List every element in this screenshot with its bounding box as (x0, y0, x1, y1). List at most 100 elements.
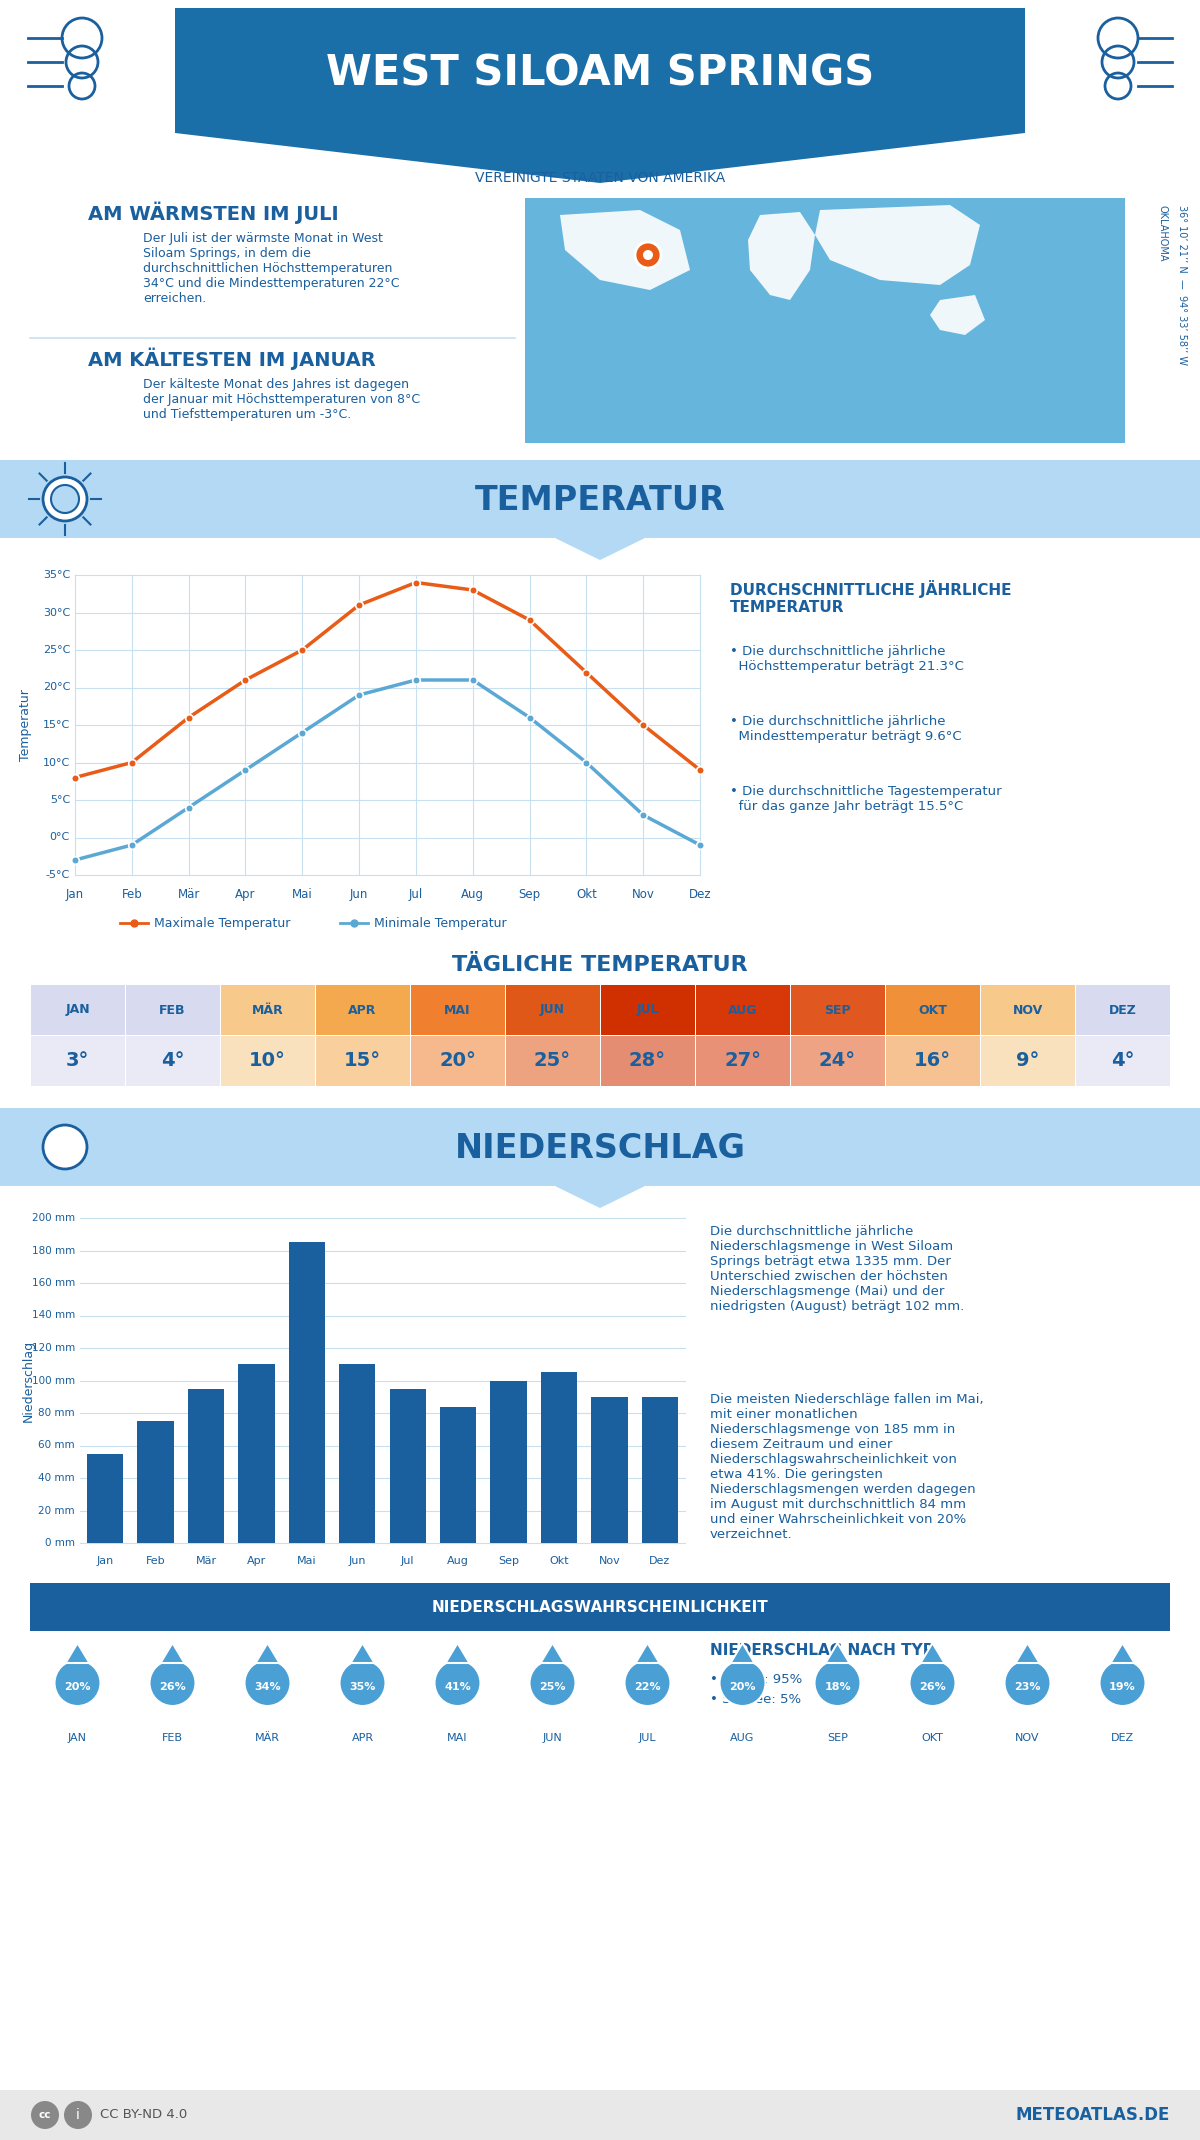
Polygon shape (554, 1186, 646, 1207)
Bar (126, 1036, 220, 1085)
Text: 4°: 4° (161, 1051, 185, 1070)
Text: Temperatur: Temperatur (18, 689, 31, 762)
Bar (340, 1365, 376, 1543)
Bar (0, 1109, 1200, 1186)
Text: 10°C: 10°C (43, 758, 70, 768)
Polygon shape (256, 1644, 280, 1663)
Text: Der kälteste Monat des Jahres ist dagegen
der Januar mit Höchsttemperaturen von : Der kälteste Monat des Jahres ist dagege… (143, 379, 420, 422)
Polygon shape (554, 537, 646, 561)
Text: 15°C: 15°C (43, 719, 70, 730)
Text: Niederschlag: Niederschlag (22, 1340, 35, 1421)
Circle shape (50, 486, 79, 514)
Text: TEMPERATUR: TEMPERATUR (475, 484, 725, 518)
Text: 9°: 9° (1016, 1051, 1039, 1070)
Text: 35°C: 35°C (43, 569, 70, 580)
Bar (316, 1036, 409, 1085)
Polygon shape (560, 210, 690, 291)
Polygon shape (920, 1644, 944, 1663)
Polygon shape (930, 295, 985, 336)
Bar (886, 1036, 979, 1085)
Text: METEOATLAS.DE: METEOATLAS.DE (1015, 2106, 1170, 2125)
Text: Apr: Apr (235, 888, 256, 901)
Bar (791, 984, 884, 1036)
Text: DEZ: DEZ (1111, 1733, 1134, 1742)
Text: 26%: 26% (919, 1682, 946, 1693)
Text: 15°: 15° (344, 1051, 382, 1070)
Text: 60 mm: 60 mm (38, 1440, 74, 1451)
Bar (491, 1380, 527, 1543)
Text: AUG: AUG (731, 1733, 755, 1742)
Text: 25%: 25% (539, 1682, 565, 1693)
Text: NOV: NOV (1013, 1004, 1043, 1016)
Bar (1075, 1036, 1170, 1085)
Circle shape (150, 1661, 196, 1706)
Text: OKLAHOMA: OKLAHOMA (1158, 205, 1168, 261)
Text: • Die durchschnittliche jährliche
  Mindesttemperatur beträgt 9.6°C: • Die durchschnittliche jährliche Mindes… (730, 715, 961, 743)
Bar (221, 984, 314, 1036)
Bar (440, 1406, 476, 1543)
Text: SEP: SEP (824, 1004, 851, 1016)
Bar (30, 984, 125, 1036)
Text: JUL: JUL (636, 1004, 659, 1016)
Text: 22%: 22% (634, 1682, 661, 1693)
Bar (239, 1365, 275, 1543)
Circle shape (64, 2101, 92, 2129)
Text: NIEDERSCHLAG: NIEDERSCHLAG (455, 1132, 745, 1166)
Circle shape (635, 242, 661, 268)
Text: JUN: JUN (542, 1733, 563, 1742)
Text: 16°: 16° (914, 1051, 952, 1070)
Text: MÄR: MÄR (256, 1733, 280, 1742)
Bar (410, 1036, 504, 1085)
Bar (980, 1036, 1074, 1085)
Bar (30, 1584, 1170, 1631)
Bar (696, 1036, 790, 1085)
Text: DEZ: DEZ (1109, 1004, 1136, 1016)
Text: • Die durchschnittliche jährliche
  Höchsttemperatur beträgt 21.3°C: • Die durchschnittliche jährliche Höchst… (730, 644, 964, 672)
Text: Mär: Mär (178, 888, 200, 901)
Bar (980, 984, 1074, 1036)
Text: cc: cc (38, 2110, 52, 2121)
Text: Minimale Temperatur: Minimale Temperatur (374, 916, 506, 929)
Text: 20°: 20° (439, 1051, 476, 1070)
Bar (0, 460, 1200, 537)
Text: Nov: Nov (599, 1556, 620, 1566)
Text: FEB: FEB (160, 1004, 186, 1016)
Text: Aug: Aug (448, 1556, 469, 1566)
Text: CC BY-ND 4.0: CC BY-ND 4.0 (100, 2108, 187, 2121)
Polygon shape (748, 212, 815, 300)
Text: Jun: Jun (350, 888, 368, 901)
Text: 18%: 18% (824, 1682, 851, 1693)
Polygon shape (636, 1644, 660, 1663)
Text: 20°C: 20°C (43, 683, 70, 693)
Text: 200 mm: 200 mm (32, 1213, 74, 1222)
Bar (526, 199, 1126, 443)
Bar (791, 1036, 884, 1085)
Bar (88, 1453, 124, 1543)
Text: Maximale Temperatur: Maximale Temperatur (154, 916, 290, 929)
Circle shape (43, 1126, 88, 1168)
Polygon shape (66, 1644, 90, 1663)
Text: Jan: Jan (66, 888, 84, 901)
Polygon shape (815, 205, 980, 285)
Text: SEP: SEP (827, 1733, 848, 1742)
Text: Feb: Feb (121, 888, 142, 901)
Text: Feb: Feb (146, 1556, 166, 1566)
Bar (0, 2091, 1200, 2140)
Text: 19%: 19% (1109, 1682, 1136, 1693)
Text: 24°: 24° (818, 1051, 856, 1070)
Text: 20%: 20% (730, 1682, 756, 1693)
Text: MAI: MAI (444, 1004, 470, 1016)
Text: APR: APR (352, 1733, 373, 1742)
Text: Mai: Mai (292, 888, 313, 901)
Bar (316, 984, 409, 1036)
Polygon shape (161, 1644, 185, 1663)
Text: Dez: Dez (649, 1556, 671, 1566)
Text: 5°C: 5°C (49, 794, 70, 805)
Text: AUG: AUG (727, 1004, 757, 1016)
Text: 28°: 28° (629, 1051, 666, 1070)
Bar (289, 1243, 325, 1543)
Text: AM WÄRMSTEN IM JULI: AM WÄRMSTEN IM JULI (88, 201, 338, 225)
Text: 0°C: 0°C (49, 832, 70, 843)
Circle shape (43, 477, 88, 520)
Text: 0 mm: 0 mm (46, 1539, 74, 1547)
